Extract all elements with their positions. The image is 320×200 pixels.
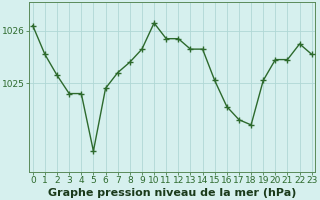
X-axis label: Graphe pression niveau de la mer (hPa): Graphe pression niveau de la mer (hPa) [48,188,296,198]
